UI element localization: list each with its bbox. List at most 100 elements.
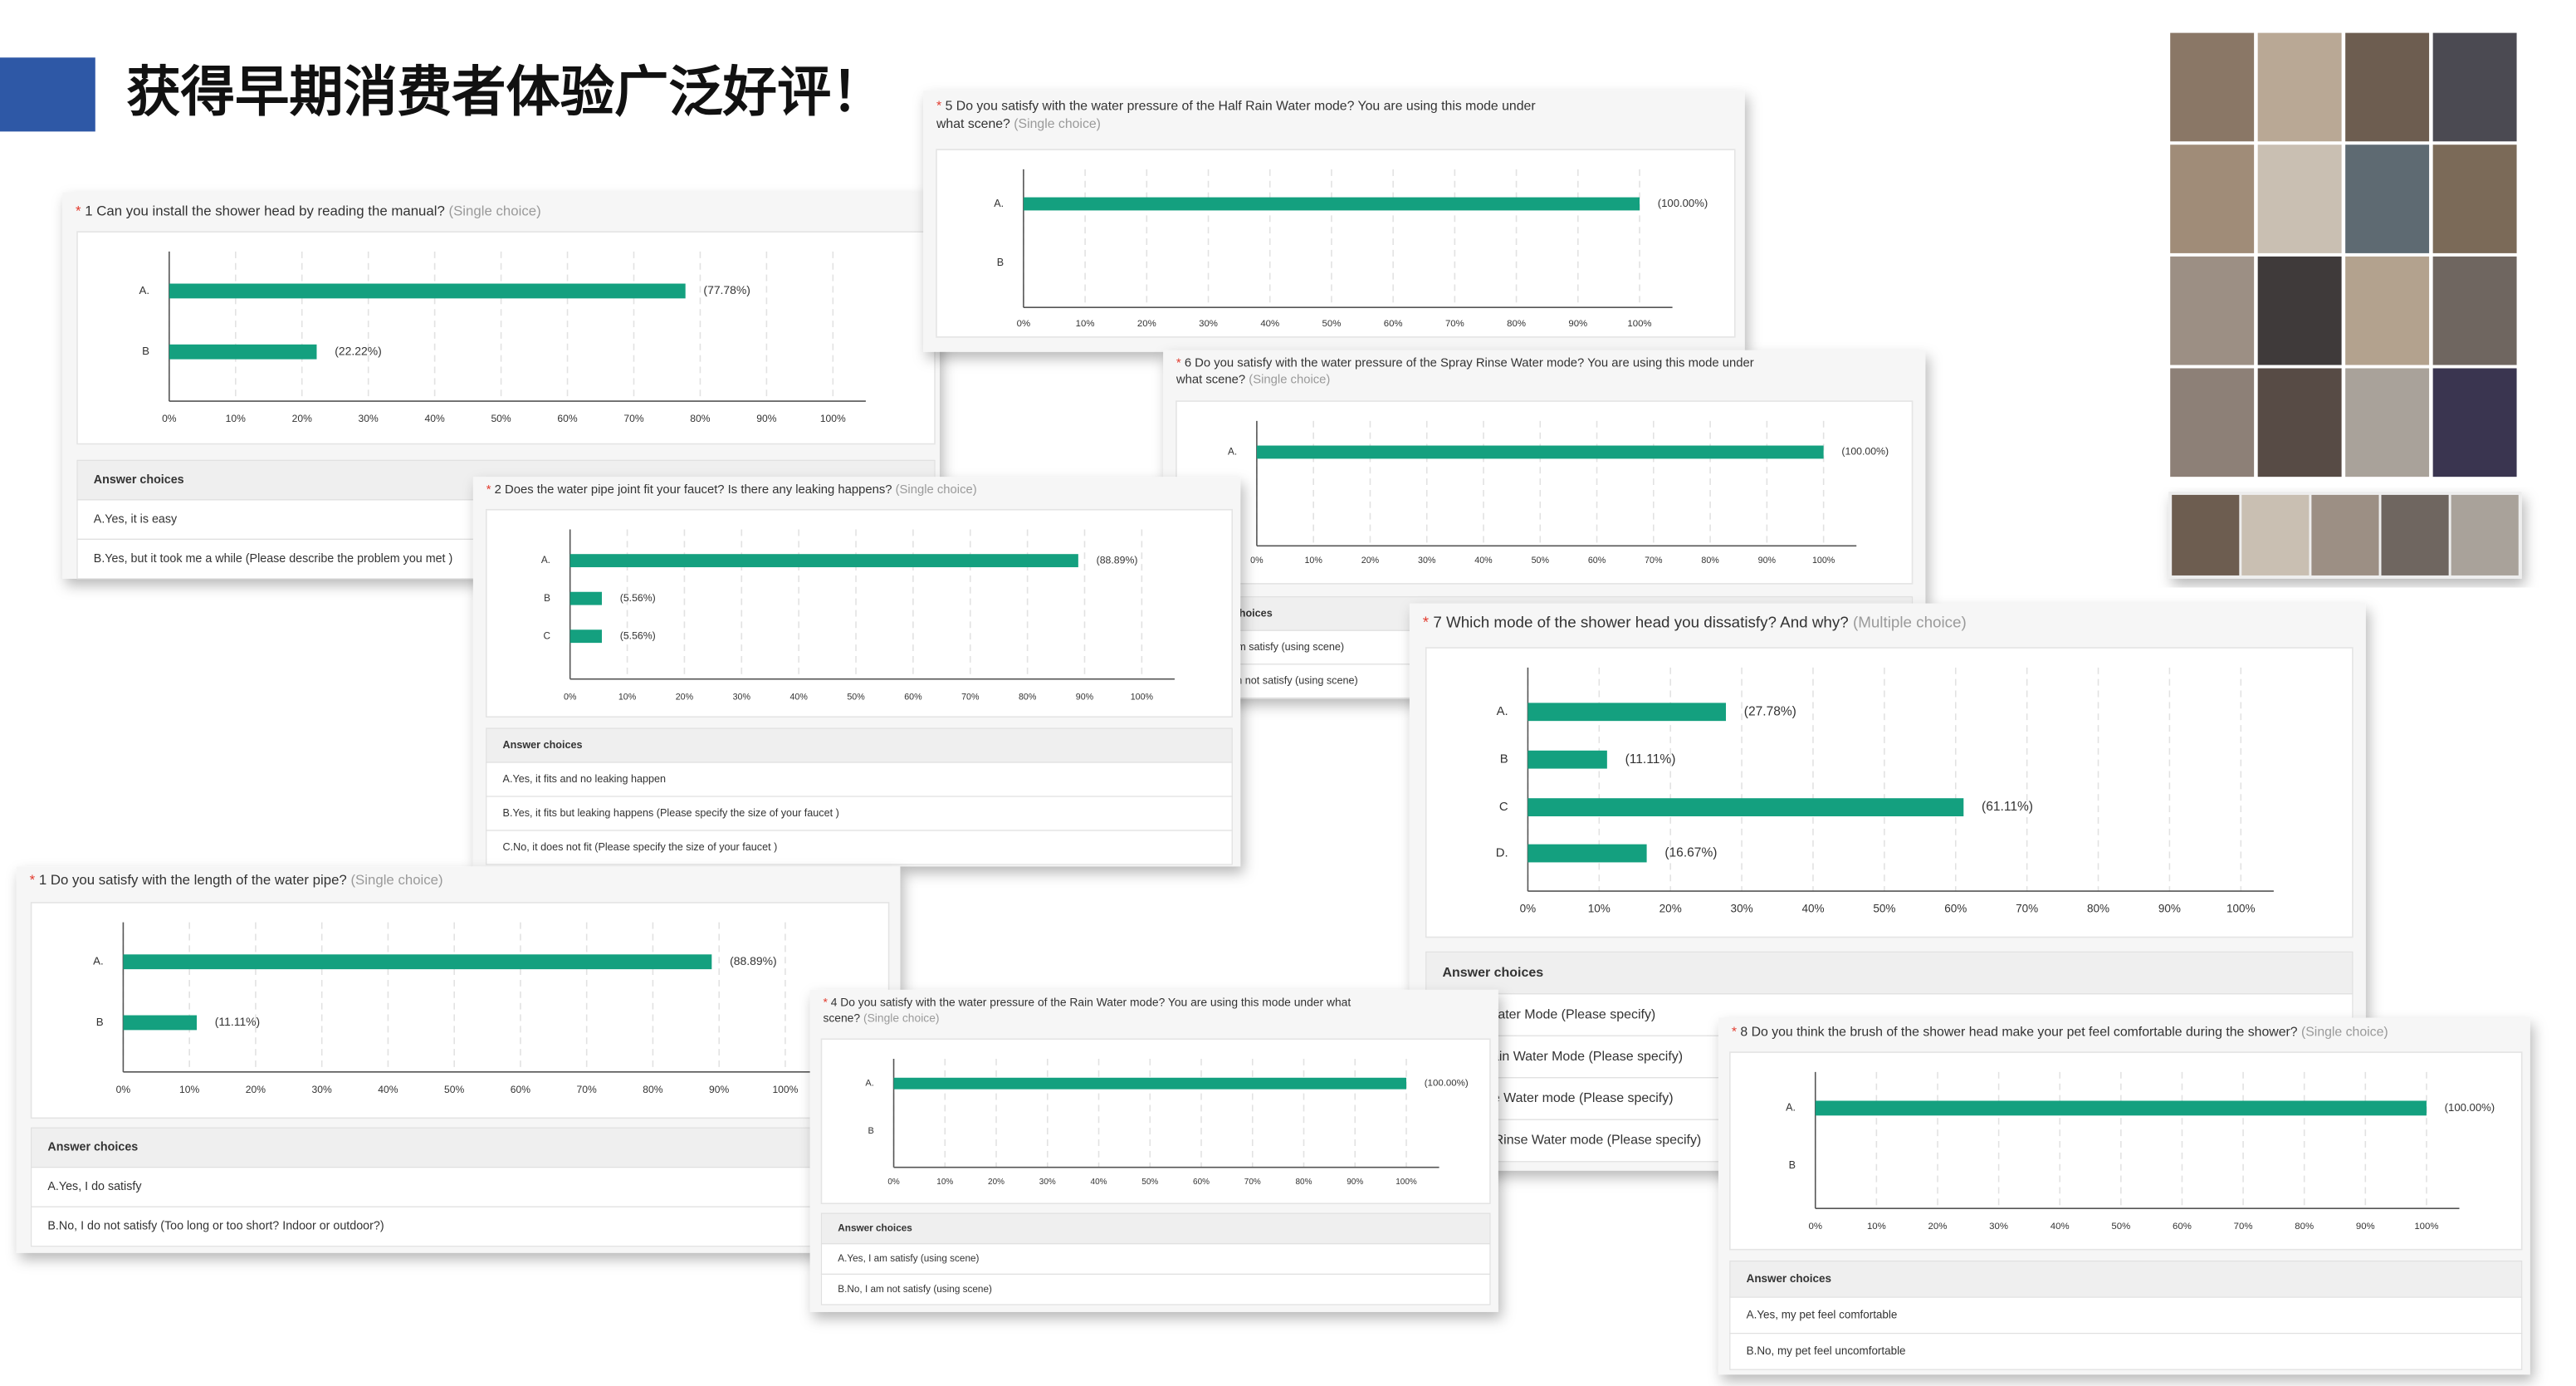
x-tick-label: 40% — [425, 413, 445, 424]
x-tick-label: 30% — [1418, 556, 1436, 566]
value-label: (16.67%) — [1664, 846, 1717, 860]
table-row — [820, 1273, 1491, 1305]
pet-photo — [2170, 144, 2255, 253]
value-label: (100.00%) — [2445, 1101, 2495, 1114]
category-label: B — [96, 1016, 104, 1028]
value-label: (88.89%) — [730, 954, 776, 967]
choice-type: (Single choice) — [1014, 117, 1101, 131]
question: * 1 Can you install the shower head by r… — [76, 203, 541, 219]
table-row — [1729, 1333, 2523, 1370]
pet-photo — [2432, 256, 2517, 365]
x-tick-label: 70% — [577, 1084, 597, 1095]
table-row — [1729, 1296, 2523, 1335]
pet-photo — [2311, 494, 2379, 575]
category-label: A. — [1497, 705, 1508, 718]
choice-text: B.No, my pet feel uncomfortable — [1747, 1344, 1906, 1357]
x-tick-label: 50% — [2111, 1222, 2130, 1232]
category-label: B — [1500, 753, 1508, 766]
table-header-text: Answer choices — [838, 1223, 912, 1234]
x-tick-label: 50% — [1141, 1178, 1158, 1187]
table-row — [486, 830, 1233, 865]
x-tick-label: 0% — [1520, 902, 1537, 914]
table-header-text: Answer choices — [1747, 1272, 1831, 1285]
x-tick-label: 30% — [1039, 1178, 1056, 1187]
category-label: B — [544, 593, 550, 604]
x-tick-label: 40% — [2051, 1222, 2070, 1232]
x-tick-label: 50% — [1322, 319, 1342, 329]
table-header-text: Answer choices — [47, 1141, 138, 1154]
question-text: scene? — [823, 1011, 860, 1024]
table-row — [31, 1206, 890, 1247]
required-marker: * — [76, 203, 81, 219]
required-marker: * — [1732, 1026, 1737, 1040]
chart-box — [1425, 647, 2354, 938]
x-tick-label: 10% — [618, 692, 637, 702]
required-marker: * — [1176, 356, 1181, 370]
x-tick-label: 90% — [756, 413, 776, 424]
x-tick-label: 0% — [1809, 1222, 1822, 1232]
pet-photo — [2170, 256, 2255, 365]
pet-photo — [2345, 368, 2430, 478]
chart-box — [30, 902, 890, 1119]
x-tick-label: 40% — [1474, 556, 1493, 566]
x-tick-label: 30% — [1731, 902, 1753, 914]
choice-type: (Single choice) — [2301, 1026, 2388, 1040]
x-tick-label: 10% — [1304, 556, 1322, 566]
value-label: (11.11%) — [215, 1015, 260, 1028]
x-tick-label: 20% — [988, 1178, 1004, 1187]
x-tick-label: 70% — [961, 692, 980, 702]
pet-photo — [2257, 368, 2342, 478]
bar — [569, 591, 602, 605]
survey-panel: * 5 Do you satisfy with the water pressu… — [923, 90, 1745, 352]
value-label: (100.00%) — [1425, 1079, 1469, 1089]
chart-box — [936, 149, 1736, 338]
photo-collage — [2168, 32, 2522, 579]
x-tick-label: 80% — [1019, 692, 1037, 702]
x-tick-label: 20% — [1137, 319, 1156, 329]
x-tick-label: 20% — [1361, 556, 1380, 566]
bar — [1528, 844, 1647, 863]
question: * 5 Do you satisfy with the water pressu… — [936, 100, 1536, 114]
required-marker: * — [823, 995, 828, 1008]
x-tick-label: 40% — [1801, 902, 1824, 914]
choice-type: (Single choice) — [863, 1011, 940, 1024]
question: * 7 Which mode of the shower head you di… — [1423, 613, 1967, 630]
slide-title: 获得早期消费者体验广泛好评！ — [126, 61, 885, 124]
x-tick-label: 0% — [116, 1084, 131, 1095]
bar — [569, 554, 1078, 568]
x-tick-label: 70% — [1445, 319, 1464, 329]
pet-photo — [2345, 144, 2430, 253]
bar — [1815, 1100, 2427, 1116]
x-tick-label: 10% — [179, 1084, 199, 1095]
pet-photo — [2432, 32, 2517, 142]
value-label: (27.78%) — [1744, 704, 1796, 718]
choice-type: (Single choice) — [896, 483, 977, 497]
x-tick-label: 100% — [820, 413, 846, 424]
x-tick-label: 10% — [1588, 902, 1611, 914]
choice-type: (Multiple choice) — [1853, 613, 1967, 630]
x-tick-label: 70% — [2016, 902, 2038, 914]
choice-text: B.No, I am not satisfy (using scene) — [838, 1284, 992, 1295]
x-tick-label: 100% — [1627, 319, 1651, 329]
x-tick-label: 80% — [1701, 556, 1719, 566]
required-marker: * — [936, 100, 941, 114]
x-tick-label: 40% — [1260, 319, 1279, 329]
x-tick-label: 60% — [2173, 1222, 2192, 1232]
bar — [1256, 445, 1824, 459]
x-tick-label: 100% — [2227, 902, 2256, 914]
choice-text: B.No, I do not satisfy (Too long or too … — [47, 1220, 384, 1233]
value-label: (88.89%) — [1097, 554, 1138, 566]
x-tick-label: 60% — [511, 1084, 530, 1095]
x-tick-label: 0% — [1017, 319, 1030, 329]
pet-photo — [2170, 32, 2255, 142]
bar — [1528, 750, 1607, 769]
chart-box — [820, 1038, 1491, 1205]
x-tick-label: 90% — [1758, 556, 1777, 566]
category-label: A. — [541, 555, 550, 566]
choice-text: B.Half Rain Water Mode (Please specify) — [1443, 1050, 1684, 1064]
bar — [893, 1077, 1406, 1090]
x-tick-label: 60% — [1384, 319, 1403, 329]
chart-box — [1176, 400, 1914, 585]
question: * 8 Do you think the brush of the shower… — [1732, 1026, 2388, 1040]
chart-box — [485, 508, 1234, 717]
